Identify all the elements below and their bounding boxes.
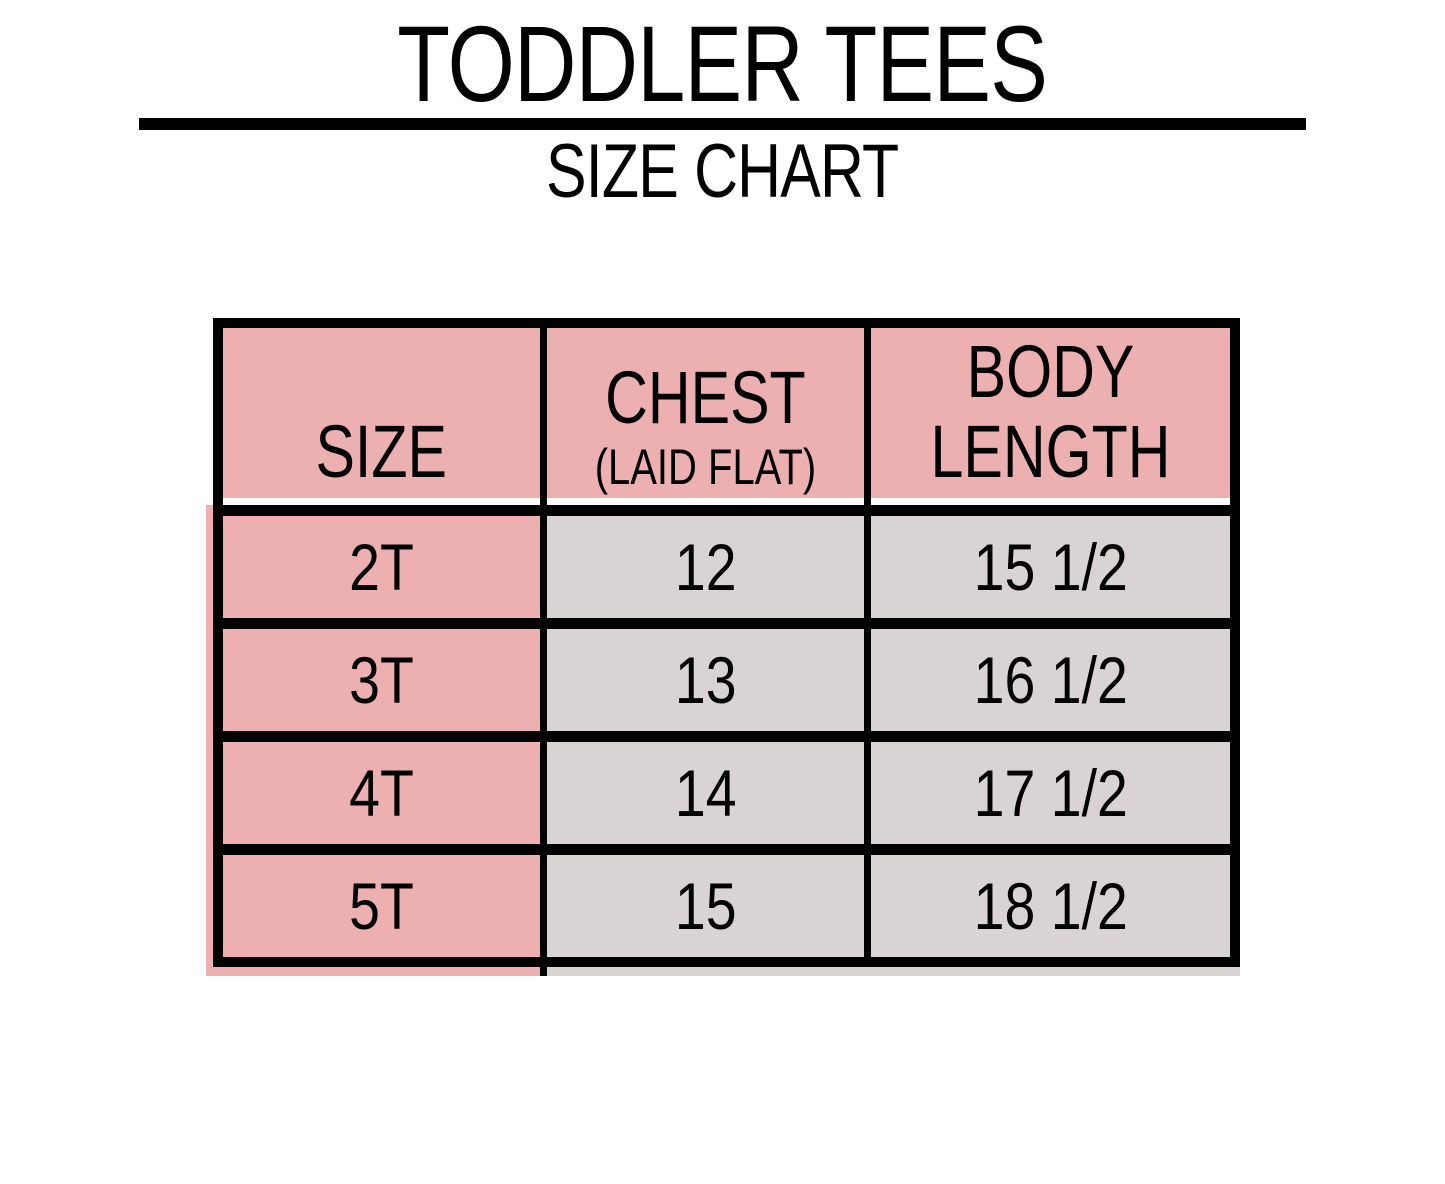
chest-value: 12 <box>674 530 737 604</box>
size-value: 5T <box>349 869 414 943</box>
header-size-label: SIZE <box>315 410 448 494</box>
size-cell: 4T <box>223 742 540 844</box>
size-value: 4T <box>349 756 414 830</box>
crop-artifact-left-sliver <box>206 505 213 976</box>
chest-value: 15 <box>674 869 737 943</box>
chest-cell: 13 <box>547 629 864 731</box>
title-divider <box>139 118 1306 130</box>
header-cell-size: SIZE <box>223 328 540 505</box>
page-title: TODDLER TEES <box>0 10 1445 118</box>
body-length-value: 17 1/2 <box>973 756 1128 830</box>
size-cell: 5T <box>223 855 540 957</box>
size-cell: 2T <box>223 516 540 618</box>
size-cell: 3T <box>223 629 540 731</box>
chest-cell: 15 <box>547 855 864 957</box>
header-body-length-label: BODY LENGTH <box>930 330 1171 494</box>
body-length-cell: 15 1/2 <box>871 516 1230 618</box>
header-cell-chest: CHEST (LAID FLAT) <box>547 328 864 505</box>
chest-cell: 14 <box>547 742 864 844</box>
page-title-text: TODDLER TEES <box>397 3 1049 124</box>
header-chest-note: (LAID FLAT) <box>594 439 817 495</box>
body-length-value: 18 1/2 <box>973 869 1128 943</box>
size-chart-section: SIZE CHEST (LAID FLAT) BODY LENGTH 2T 12… <box>206 318 1240 976</box>
size-value: 2T <box>349 530 414 604</box>
body-length-cell: 17 1/2 <box>871 742 1230 844</box>
body-length-value: 16 1/2 <box>973 643 1128 717</box>
body-length-value: 15 1/2 <box>973 530 1128 604</box>
crop-artifact-partial-row <box>206 967 1240 976</box>
header-chest-label: CHEST <box>605 356 806 440</box>
size-value: 3T <box>349 643 414 717</box>
size-chart-table: SIZE CHEST (LAID FLAT) BODY LENGTH 2T 12… <box>206 318 1240 976</box>
body-length-cell: 16 1/2 <box>871 629 1230 731</box>
crop-artifact-gray-segment <box>547 967 1240 976</box>
header-cell-body-length: BODY LENGTH <box>871 328 1230 505</box>
crop-artifact-pink-segment <box>206 967 540 976</box>
body-length-cell: 18 1/2 <box>871 855 1230 957</box>
page-subtitle-text: SIZE CHART <box>546 129 899 214</box>
page-subtitle: SIZE CHART <box>0 134 1445 210</box>
crop-artifact-separator-stub <box>540 967 547 976</box>
chest-value: 14 <box>674 756 737 830</box>
chest-cell: 12 <box>547 516 864 618</box>
chest-value: 13 <box>674 643 737 717</box>
